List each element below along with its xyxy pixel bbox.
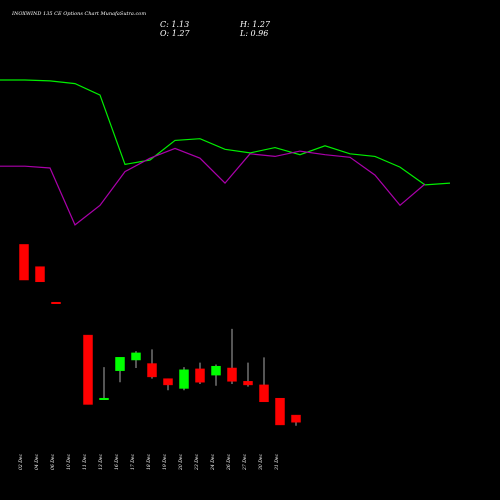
candle-body [291, 414, 301, 423]
candle-body [259, 384, 269, 403]
candle-body [179, 369, 189, 389]
x-axis-labels: 02 Dec 04 Dec 06 Dec 10 Dec 11 Dec 13 Dec 16 D… [18, 454, 280, 471]
high-value: H: 1.27 [239, 20, 271, 29]
candle-body [163, 378, 173, 386]
x-tick-label: 04 Dec [34, 454, 40, 470]
x-tick-label: 18 Dec [146, 454, 152, 470]
x-tick-label: 30 Dec [258, 454, 264, 470]
x-tick-label: 06 Dec [50, 454, 56, 470]
x-tick-label: 24 Dec [210, 454, 216, 471]
lower-band-line [0, 147, 426, 226]
candle-body [51, 301, 61, 304]
close-value: C: 1.13 [160, 20, 189, 29]
candle-body [243, 381, 253, 386]
x-tick-label: 27 Dec [242, 454, 248, 471]
x-tick-label: 31 Dec [274, 454, 280, 470]
candle-body [35, 266, 45, 283]
x-tick-label: 19 Dec [162, 454, 168, 470]
low-value: L: 0.96 [239, 29, 268, 38]
open-value: O: 1.27 [160, 29, 191, 38]
x-tick-label: 11 Dec [82, 454, 88, 470]
candle-body [147, 363, 157, 378]
x-tick-label: 17 Dec [130, 454, 136, 470]
candle-body [83, 334, 93, 405]
candle-body [19, 244, 29, 281]
x-tick-label: 26 Dec [226, 454, 232, 471]
candle-body [275, 397, 285, 426]
candle-body [99, 397, 109, 400]
x-tick-label: 02 Dec [18, 454, 24, 470]
candles-layer [19, 244, 301, 426]
candle-body [195, 368, 205, 383]
x-tick-label: 20 Dec [178, 454, 184, 471]
x-tick-label: 16 Dec [114, 454, 120, 470]
x-tick-label: 13 Dec [98, 454, 104, 470]
candle-body [227, 367, 237, 382]
x-tick-label: 10 Dec [66, 454, 72, 470]
upper-band-line [0, 79, 451, 186]
bands-layer [0, 79, 451, 226]
candle-body [115, 357, 125, 371]
chart-title: INOXWIND 135 CE Options Chart MunafaSutr… [11, 11, 146, 17]
x-tick-label: 23 Dec [194, 454, 200, 471]
candle-body [211, 365, 221, 376]
candle-body [131, 352, 141, 361]
